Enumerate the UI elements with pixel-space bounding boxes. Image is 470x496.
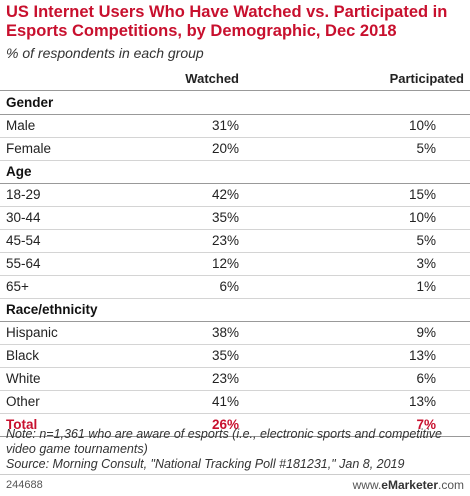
participated-value: 6% bbox=[416, 371, 436, 386]
note-text: Note: n=1,361 who are aware of esports (… bbox=[6, 427, 442, 456]
site-suffix: .com bbox=[437, 478, 464, 492]
watched-value: 6% bbox=[219, 279, 239, 294]
watched-value: 41% bbox=[211, 394, 239, 409]
table-row: 30-44 35% 10% bbox=[0, 207, 470, 230]
chart-subtitle: % of respondents in each group bbox=[6, 45, 204, 61]
table-row: 65+ 6% 1% bbox=[0, 276, 470, 299]
column-header-watched: Watched bbox=[185, 71, 239, 86]
section-label: Race/ethnicity bbox=[6, 302, 98, 317]
watched-value: 42% bbox=[211, 187, 239, 202]
table-row: Black 35% 13% bbox=[0, 345, 470, 368]
participated-value: 13% bbox=[408, 348, 436, 363]
participated-value: 15% bbox=[408, 187, 436, 202]
participated-value: 7% bbox=[416, 417, 436, 432]
row-label: Black bbox=[6, 348, 40, 363]
row-label: Male bbox=[6, 118, 36, 133]
watched-value: 35% bbox=[211, 348, 239, 363]
participated-value: 13% bbox=[408, 394, 436, 409]
row-label: Female bbox=[6, 141, 52, 156]
section-header-row: Age bbox=[0, 161, 470, 184]
watched-value: 38% bbox=[211, 325, 239, 340]
row-label: 45-54 bbox=[6, 233, 41, 248]
row-label: White bbox=[6, 371, 41, 386]
section-label: Gender bbox=[6, 95, 54, 110]
table-row: White 23% 6% bbox=[0, 368, 470, 391]
table-row: Male 31% 10% bbox=[0, 115, 470, 138]
section-header-row: Race/ethnicity bbox=[0, 299, 470, 322]
table-row: Hispanic 38% 9% bbox=[0, 322, 470, 345]
source-text: Source: Morning Consult, "National Track… bbox=[6, 457, 405, 471]
participated-value: 5% bbox=[416, 141, 436, 156]
total-row: Total 26% 7% bbox=[0, 414, 470, 437]
row-label: Other bbox=[6, 394, 40, 409]
section-label: Age bbox=[6, 164, 32, 179]
chart-id: 244688 bbox=[6, 479, 43, 491]
watched-value: 12% bbox=[211, 256, 239, 271]
table-row: 45-54 23% 5% bbox=[0, 230, 470, 253]
row-label: Hispanic bbox=[6, 325, 58, 340]
watched-value: 23% bbox=[211, 233, 239, 248]
participated-value: 3% bbox=[416, 256, 436, 271]
row-label: 18-29 bbox=[6, 187, 41, 202]
section-header-row: Gender bbox=[0, 92, 470, 115]
row-label: 55-64 bbox=[6, 256, 41, 271]
row-label: Total bbox=[6, 417, 38, 432]
table-header: Watched Participated bbox=[0, 68, 470, 91]
row-label: 65+ bbox=[6, 279, 29, 294]
table-row: Female 20% 5% bbox=[0, 138, 470, 161]
chart-title: US Internet Users Who Have Watched vs. P… bbox=[6, 3, 448, 40]
watched-value: 31% bbox=[211, 118, 239, 133]
participated-value: 1% bbox=[416, 279, 436, 294]
table-body: Gender Male 31% 10% Female 20% 5% Age 18-29 42% 15… bbox=[0, 92, 470, 437]
watched-value: 26% bbox=[211, 417, 239, 432]
watched-value: 35% bbox=[211, 210, 239, 225]
table-row: 55-64 12% 3% bbox=[0, 253, 470, 276]
watched-value: 20% bbox=[211, 141, 239, 156]
participated-value: 10% bbox=[408, 210, 436, 225]
footer: 244688 www.eMarketer.com bbox=[0, 474, 470, 496]
table-row: 18-29 42% 15% bbox=[0, 184, 470, 207]
row-label: 30-44 bbox=[6, 210, 41, 225]
site-prefix: www. bbox=[352, 478, 382, 492]
table-row: Other 41% 13% bbox=[0, 391, 470, 414]
participated-value: 10% bbox=[408, 118, 436, 133]
participated-value: 5% bbox=[416, 233, 436, 248]
chart-notes: Note: n=1,361 who are aware of esports (… bbox=[6, 427, 464, 472]
watched-value: 23% bbox=[211, 371, 239, 386]
column-header-participated: Participated bbox=[389, 71, 464, 86]
site-brand: eMarketer bbox=[381, 478, 438, 492]
site-credit: www.eMarketer.com bbox=[353, 478, 464, 492]
participated-value: 9% bbox=[416, 325, 436, 340]
